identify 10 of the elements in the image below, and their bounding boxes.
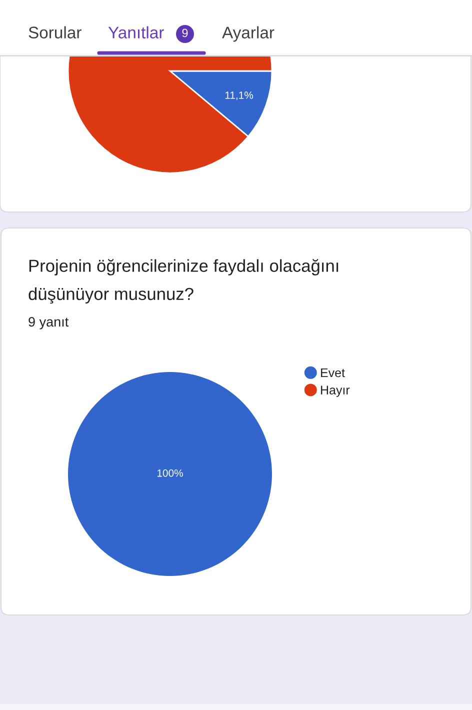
legend-label: Evet — [321, 368, 345, 378]
data-label: 100% — [157, 469, 183, 477]
text: Sorular — [28, 26, 82, 38]
text: Yanıtlar — [108, 26, 164, 38]
text: 9 — [182, 28, 188, 38]
chart-title: Projenin öğrencilerinize faydalı olacağını düşünüyor musunuz? — [28, 259, 338, 304]
legend-label: Hayır — [321, 386, 350, 397]
text: Ayarlar — [222, 26, 274, 42]
data-label: 11,1% — [225, 92, 254, 100]
chart-subtitle: 9 yanıt — [28, 317, 69, 330]
